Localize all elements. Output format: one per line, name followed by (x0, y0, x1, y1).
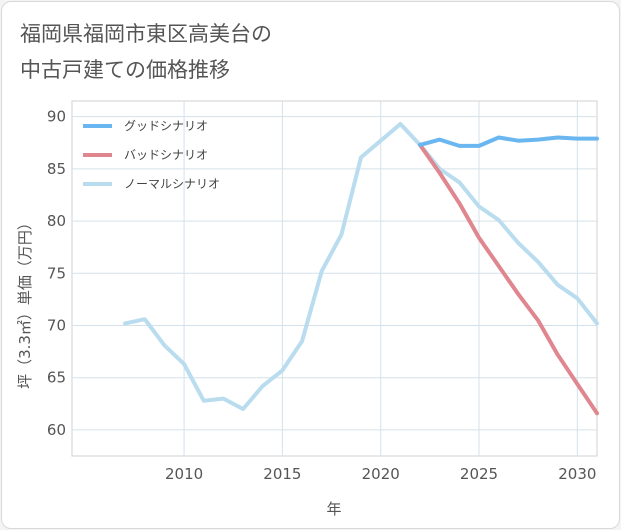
series-line-2 (123, 122, 599, 411)
chart-title: 福岡県福岡市東区高美台の 中古戸建ての価格推移 (20, 22, 272, 82)
x-tick-label: 2030 (558, 465, 596, 483)
y-tick-label: 90 (47, 108, 66, 126)
legend-label: ノーマルシナリオ (124, 177, 220, 191)
x-tick-label: 2025 (460, 465, 498, 483)
y-tick-label: 60 (47, 421, 66, 439)
y-tick-labels: 60 65 70 75 80 85 90 (47, 108, 66, 439)
series-lines (123, 122, 599, 416)
y-tick-label: 75 (47, 264, 66, 282)
legend-label: バッドシナリオ (124, 148, 208, 162)
x-tick-labels: 2010 2015 2020 2025 2030 (165, 465, 596, 483)
x-tick-label: 2015 (263, 465, 301, 483)
x-tick-label: 2020 (362, 465, 400, 483)
y-axis-title: 坪（3.3㎡）単価（万円） (16, 215, 34, 389)
x-tick-label: 2010 (165, 465, 203, 483)
series-line-1 (418, 142, 599, 416)
y-tick-label: 65 (47, 369, 66, 387)
x-axis-title: 年 (326, 500, 341, 518)
y-tick-label: 70 (47, 316, 66, 334)
legend-label: グッドシナリオ (124, 119, 208, 133)
grid-lines (72, 101, 597, 456)
y-tick-label: 85 (47, 160, 66, 178)
series-line-0 (418, 135, 599, 148)
y-tick-label: 80 (47, 212, 66, 230)
